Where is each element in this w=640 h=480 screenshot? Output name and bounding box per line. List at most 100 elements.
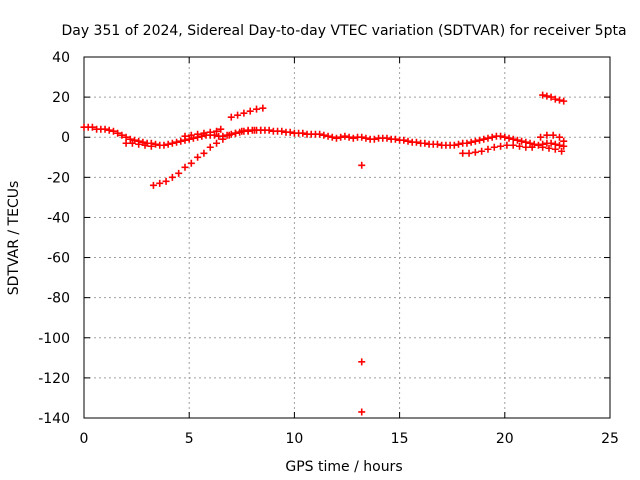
data-point — [217, 125, 225, 133]
data-point — [391, 135, 399, 143]
x-tick-label: 25 — [601, 431, 619, 447]
data-point — [259, 104, 267, 112]
data-point — [122, 139, 130, 147]
data-point — [488, 133, 496, 141]
data-point — [471, 137, 479, 145]
data-point — [551, 95, 559, 103]
data-point — [471, 148, 479, 156]
data-point — [545, 144, 553, 152]
series-lower-early-track — [122, 139, 155, 150]
data-point — [345, 133, 353, 141]
data-point — [463, 139, 471, 147]
data-point — [194, 153, 202, 161]
data-point — [513, 136, 521, 144]
data-point — [455, 140, 463, 148]
y-tick-label: -20 — [47, 170, 70, 186]
data-point — [465, 149, 473, 157]
data-point — [210, 131, 218, 139]
data-point — [332, 134, 340, 142]
data-point — [278, 127, 286, 135]
data-point — [358, 408, 366, 416]
data-point — [177, 137, 185, 145]
series-high-segment-2 — [539, 91, 568, 105]
data-point — [299, 129, 307, 137]
data-point — [109, 127, 117, 135]
data-point — [478, 147, 486, 155]
data-point — [122, 133, 130, 141]
data-layer — [80, 91, 568, 416]
data-point — [539, 91, 547, 99]
data-point — [490, 143, 498, 151]
data-point — [450, 141, 458, 149]
data-point — [497, 132, 505, 140]
data-point — [476, 136, 484, 144]
data-point — [560, 97, 568, 105]
y-axis-label: SDTVAR / TECUs — [6, 181, 22, 296]
data-point — [187, 131, 195, 139]
data-point — [206, 143, 214, 151]
data-point — [213, 139, 221, 147]
data-point — [509, 135, 517, 143]
series-upper-wave — [181, 125, 225, 140]
data-point — [168, 139, 176, 147]
data-point — [551, 145, 559, 153]
data-point — [421, 139, 429, 147]
data-point — [484, 134, 492, 142]
data-point — [206, 128, 214, 136]
data-point — [238, 127, 246, 135]
data-point — [118, 131, 126, 139]
data-point — [187, 159, 195, 167]
data-point — [168, 173, 176, 181]
data-point — [105, 126, 113, 134]
data-point — [509, 141, 517, 149]
data-point — [246, 107, 254, 115]
data-point — [147, 142, 155, 150]
data-point — [556, 133, 564, 141]
y-tick-label: 20 — [52, 90, 70, 106]
data-point — [320, 131, 328, 139]
data-point — [227, 113, 235, 121]
data-point — [149, 181, 157, 189]
data-point — [231, 129, 239, 137]
data-point — [526, 139, 534, 147]
data-point — [253, 105, 261, 113]
data-point — [528, 143, 536, 151]
data-point — [480, 135, 488, 143]
data-point — [128, 139, 136, 147]
data-point — [244, 126, 252, 134]
data-point — [549, 131, 557, 139]
data-point — [88, 123, 96, 131]
data-point — [404, 137, 412, 145]
data-point — [497, 142, 505, 150]
data-point — [156, 179, 164, 187]
data-point — [534, 141, 542, 149]
data-point — [213, 127, 221, 135]
y-tick-label: 40 — [52, 50, 70, 66]
data-point — [181, 132, 189, 140]
data-point — [175, 169, 183, 177]
tick-layer: 0 5 10 15 20 25 -140 -120 -100 -80 -60 -40 -20 0 20 40 — [38, 50, 619, 447]
data-point — [152, 140, 160, 148]
data-point — [556, 141, 564, 149]
data-point — [126, 135, 134, 143]
data-point — [250, 126, 258, 134]
data-point — [181, 163, 189, 171]
data-point — [383, 134, 391, 142]
data-point — [358, 133, 366, 141]
y-tick-label: -80 — [47, 291, 70, 307]
data-point — [370, 135, 378, 143]
series-rising-track — [149, 126, 265, 189]
data-point — [265, 126, 273, 134]
data-point — [234, 111, 242, 119]
data-point — [200, 129, 208, 137]
data-point — [337, 133, 345, 141]
data-point — [522, 143, 530, 151]
data-point — [558, 147, 566, 155]
data-point — [433, 140, 441, 148]
data-point — [459, 149, 467, 157]
data-point — [505, 134, 513, 142]
y-tick-label: -60 — [47, 251, 70, 267]
data-point — [560, 137, 568, 145]
data-point — [114, 129, 122, 137]
